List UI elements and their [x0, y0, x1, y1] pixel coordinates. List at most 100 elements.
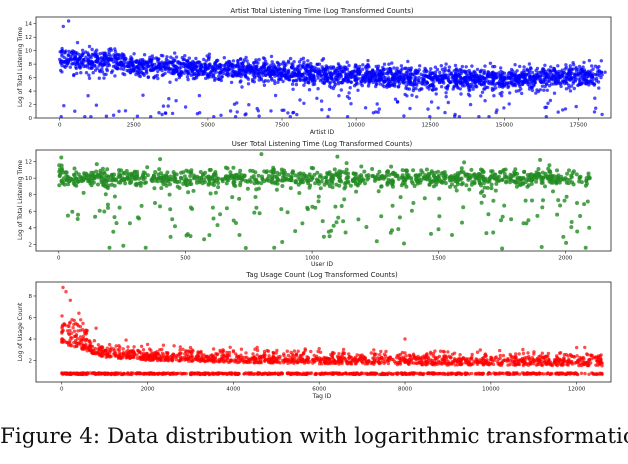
artist-data-point — [273, 81, 277, 86]
artist-data-point — [339, 88, 343, 92]
artist-data-point — [302, 101, 306, 106]
user-data-point — [429, 231, 433, 236]
user-data-point — [556, 198, 561, 203]
user-data-point — [265, 169, 269, 174]
artist-data-point — [326, 68, 330, 72]
artist-data-point — [273, 64, 277, 68]
artist-data-point — [581, 80, 586, 84]
artist-data-point — [400, 78, 404, 82]
user-data-point — [290, 170, 295, 175]
artist-data-point — [502, 71, 507, 76]
user-data-point — [461, 205, 466, 210]
artist-data-point — [75, 51, 79, 55]
tag-data-point — [255, 348, 260, 353]
artist-data-point — [320, 108, 324, 112]
artist-data-point — [329, 85, 333, 90]
artist-data-point — [595, 76, 599, 81]
artist-data-point — [467, 85, 472, 89]
artist-data-point — [525, 67, 529, 72]
artist-data-point — [207, 57, 211, 62]
user-data-point — [202, 237, 207, 242]
artist-data-point — [272, 79, 277, 83]
artist-data-point — [327, 107, 332, 112]
artist-y-tick-label: 8 — [29, 62, 33, 68]
user-data-point — [311, 166, 316, 171]
user-data-point — [262, 169, 267, 174]
user-data-point — [159, 171, 163, 176]
user-data-point — [228, 170, 233, 175]
artist-data-point — [336, 82, 341, 86]
user-data-point — [436, 173, 441, 178]
artist-data-point — [315, 96, 319, 101]
artist-data-point — [306, 70, 310, 74]
user-data-point — [109, 174, 113, 179]
artist-data-point — [286, 75, 290, 79]
user-data-point — [266, 174, 271, 178]
artist-data-point — [558, 82, 563, 86]
user-data-point — [376, 189, 381, 194]
artist-data-point — [262, 83, 267, 88]
artist-data-point — [373, 75, 378, 79]
artist-data-point — [290, 66, 294, 70]
artist-data-point — [183, 62, 187, 66]
artist-data-point — [530, 76, 534, 80]
artist-data-point — [349, 102, 353, 106]
tag-data-point — [369, 351, 373, 355]
artist-data-point — [587, 58, 592, 63]
user-y-tick-label: 4 — [29, 226, 33, 232]
artist-data-point — [512, 77, 516, 82]
artist-data-point — [527, 87, 532, 91]
user-data-point — [98, 168, 103, 173]
user-data-point — [96, 182, 100, 187]
artist-data-point — [546, 101, 550, 106]
artist-data-point — [257, 114, 261, 118]
artist-data-point — [230, 62, 234, 67]
user-data-point — [313, 205, 318, 210]
user-data-point — [411, 168, 416, 173]
artist-data-point — [276, 80, 280, 85]
artist-data-point — [166, 69, 171, 74]
artist-y-tick-label: 12 — [25, 35, 32, 41]
artist-data-point — [413, 78, 417, 83]
artist-data-point — [102, 72, 106, 77]
artist-data-point — [477, 115, 481, 119]
artist-data-point — [567, 86, 571, 90]
user-data-point — [379, 214, 384, 219]
artist-data-point — [290, 82, 295, 86]
user-data-point — [521, 175, 526, 180]
artist-data-point — [98, 69, 102, 74]
user-data-point — [388, 230, 393, 235]
artist-data-point — [557, 74, 561, 78]
artist-data-point — [442, 76, 446, 81]
artist-data-point — [135, 65, 139, 69]
artist-data-point — [322, 81, 326, 86]
user-data-point — [90, 173, 95, 178]
artist-data-point — [522, 75, 526, 80]
artist-y-tick-label: 6 — [29, 76, 33, 82]
user-data-point — [208, 191, 213, 196]
artist-data-point — [94, 59, 99, 63]
artist-data-point — [526, 81, 531, 85]
user-data-point — [316, 199, 321, 204]
artist-data-point — [345, 67, 350, 71]
user-data-point — [450, 182, 454, 187]
user-data-point — [441, 173, 446, 178]
artist-plot-area — [58, 19, 607, 119]
artist-data-point — [66, 60, 71, 64]
tag-data-point — [253, 347, 257, 351]
user-data-point — [313, 181, 318, 186]
artist-data-point — [567, 70, 571, 74]
user-data-point — [210, 175, 215, 180]
user-data-point — [186, 169, 191, 174]
user-data-point — [538, 157, 543, 162]
artist-data-point — [279, 77, 283, 81]
artist-data-point — [297, 60, 302, 64]
tag-data-point — [211, 347, 216, 351]
artist-chart-title: Artist Total Listening Time (Log Transfo… — [230, 7, 414, 15]
user-data-point — [562, 198, 567, 203]
artist-data-point — [155, 73, 159, 78]
artist-data-point — [487, 115, 491, 119]
artist-data-point — [556, 64, 560, 68]
artist-data-point — [433, 65, 438, 69]
artist-data-point — [301, 65, 306, 70]
